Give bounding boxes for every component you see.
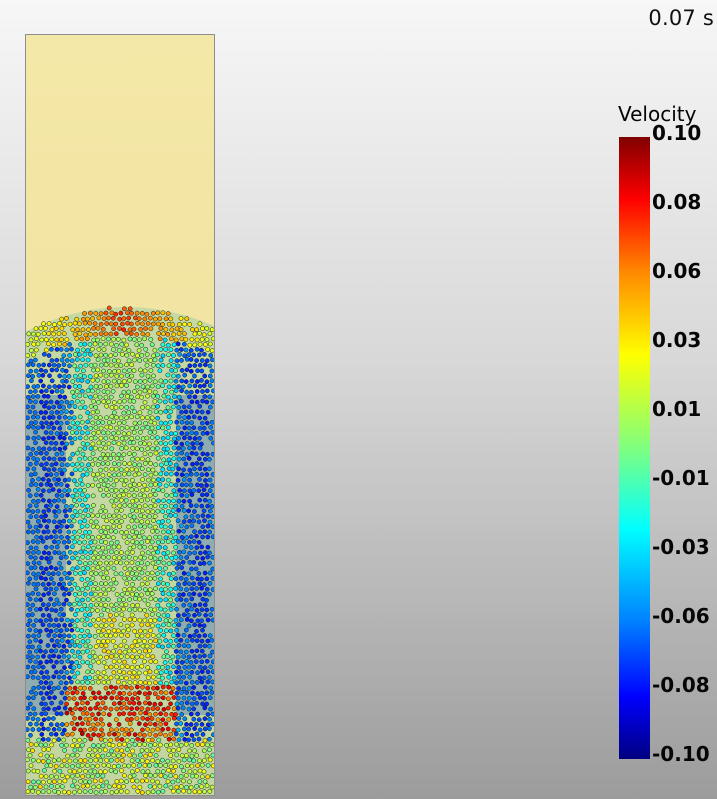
colorbar-tick: -0.10: [652, 742, 710, 766]
colorbar-tick: -0.01: [652, 466, 710, 490]
colorbar-gradient: [619, 137, 650, 759]
particle-field: [26, 35, 214, 795]
colorbar-tick: 0.10: [652, 121, 702, 145]
colorbar-tick: 0.03: [652, 328, 702, 352]
colorbar-tick: -0.03: [652, 535, 710, 559]
velocity-colorbar: [619, 137, 650, 759]
time-readout: 0.07 s: [648, 6, 714, 30]
simulation-domain: [25, 34, 215, 796]
colorbar-tick: 0.06: [652, 259, 702, 283]
colorbar-tick: 0.08: [652, 190, 702, 214]
colorbar-tick: -0.06: [652, 604, 710, 628]
colorbar-tick: 0.01: [652, 397, 702, 421]
colorbar-tick: -0.08: [652, 673, 710, 697]
colorbar-title: Velocity: [618, 102, 697, 126]
